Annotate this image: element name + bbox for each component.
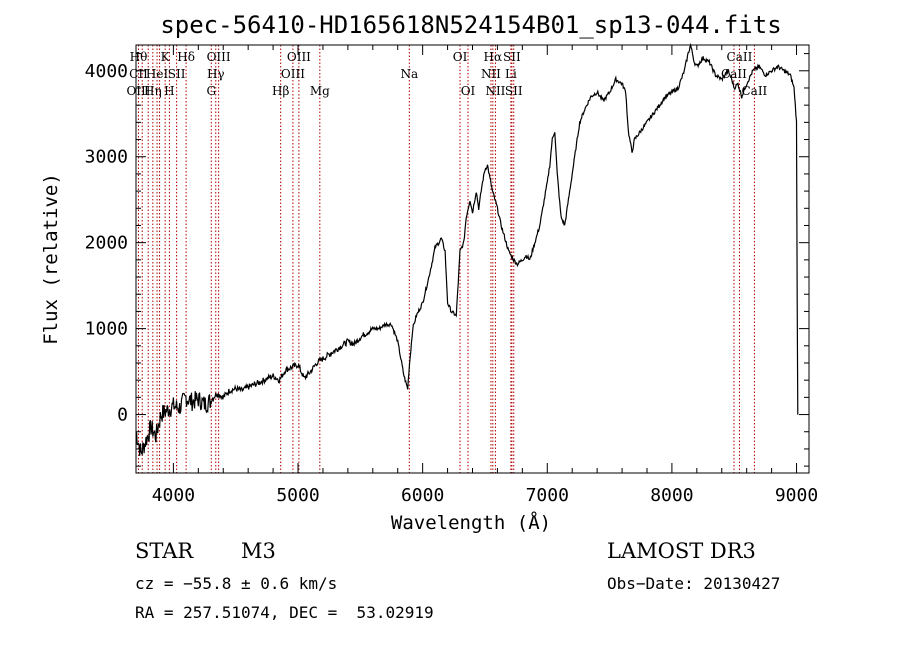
observation-date: Obs−Date: 20130427 xyxy=(607,574,781,593)
spectral-line-markers xyxy=(137,45,755,473)
line-label: SII xyxy=(505,84,523,98)
axis-tick-labels: 4000 5000 6000 7000 8000 9000 0 1000 2000 3000 400… xyxy=(85,61,819,506)
line-label: CaII xyxy=(727,50,753,64)
y-tick-label: 4000 xyxy=(85,61,128,82)
x-tick-label: 6000 xyxy=(401,485,444,506)
x-tick-label: 7000 xyxy=(526,485,569,506)
y-tick-label: 0 xyxy=(117,405,128,426)
line-label: NII xyxy=(485,84,505,98)
axis-ticks xyxy=(136,45,809,473)
line-label: OI xyxy=(453,50,468,64)
y-axis-label: Flux (relative) xyxy=(40,173,62,345)
line-label: H xyxy=(164,84,174,98)
y-tick-label: 2000 xyxy=(85,233,128,254)
x-tick-label: 8000 xyxy=(650,485,693,506)
line-label: OIII xyxy=(281,67,305,81)
spectrum-chart: spec-56410-HD165618N524154B01_sp13-044.f… xyxy=(40,11,819,534)
line-label: SII xyxy=(168,67,186,81)
line-label: Hδ xyxy=(177,50,195,64)
spectral-line-labels: HθCIIOIIIHηHeIKHSIIHδGHγOIIIHβOIIIOIIIMg… xyxy=(126,50,767,98)
x-axis-label: Wavelength (Å) xyxy=(391,511,551,534)
object-class: STAR xyxy=(135,539,194,563)
line-label: OIII xyxy=(126,84,150,98)
x-tick-label: 4000 xyxy=(152,485,195,506)
line-label: CaII xyxy=(741,84,767,98)
line-label: Hθ xyxy=(130,50,148,64)
line-label: OI xyxy=(461,84,476,98)
line-label: Hγ xyxy=(207,67,225,81)
line-label: G xyxy=(206,84,216,98)
line-label: Hβ xyxy=(272,84,289,98)
line-label: NII xyxy=(481,67,501,81)
y-tick-label: 1000 xyxy=(85,319,128,340)
plot-frame xyxy=(135,44,810,474)
line-label: OIII xyxy=(207,50,231,64)
line-label: Li xyxy=(505,67,517,81)
object-subclass: M3 xyxy=(241,539,276,563)
line-label: K xyxy=(161,50,171,64)
line-label: Na xyxy=(400,67,418,81)
x-tick-label: 5000 xyxy=(276,485,319,506)
line-label: OIII xyxy=(287,50,311,64)
line-label: Mg xyxy=(310,84,330,98)
line-label: Hη xyxy=(144,84,162,98)
sky-coordinates: RA = 257.51074, DEC = 53.02919 xyxy=(135,603,434,622)
redshift-velocity: cz = −55.8 ± 0.6 km/s xyxy=(135,574,338,593)
line-label: HeI xyxy=(146,67,169,81)
line-label: Hα xyxy=(484,50,503,64)
chart-title: spec-56410-HD165618N524154B01_sp13-044.f… xyxy=(160,11,781,39)
line-label: SII xyxy=(503,50,521,64)
flux-series-line xyxy=(135,42,799,456)
y-tick-label: 3000 xyxy=(85,147,128,168)
x-tick-label: 9000 xyxy=(775,485,818,506)
survey-name: LAMOST DR3 xyxy=(607,539,756,563)
